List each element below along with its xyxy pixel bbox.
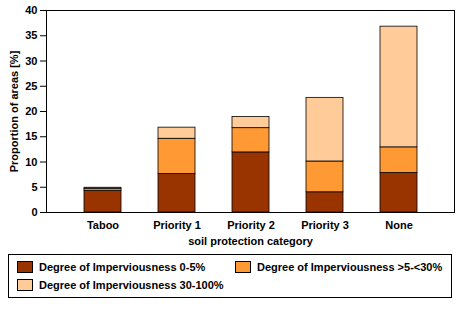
svg-text:35: 35 (25, 29, 37, 41)
svg-text:25: 25 (25, 80, 37, 92)
svg-text:Priority 3: Priority 3 (301, 219, 349, 231)
svg-text:15: 15 (25, 130, 37, 142)
svg-text:5: 5 (31, 181, 37, 193)
html-text:Degree of Imperviousness 30-10: Degree of Imperviousness 30-100% (39, 279, 224, 291)
html-text:Degree of Imperviousness 0-5%: Degree of Imperviousness 0-5% (39, 261, 206, 273)
svg-text:soil protection category: soil protection category (188, 235, 314, 247)
svg-text:None: None (385, 219, 413, 231)
svg-text:30: 30 (25, 55, 37, 67)
svg-text:20: 20 (25, 105, 37, 117)
svg-text:0: 0 (31, 206, 37, 218)
svg-text:40: 40 (25, 4, 37, 16)
svg-text:Priority 1: Priority 1 (153, 219, 201, 231)
svg-text:Taboo: Taboo (87, 219, 119, 231)
svg-text:Proportion of areas [%]: Proportion of areas [%] (8, 50, 20, 172)
svg-text:10: 10 (25, 156, 37, 168)
svg-text:Priority 2: Priority 2 (227, 219, 275, 231)
html-text:Degree of Imperviousness >5-<3: Degree of Imperviousness >5-<30% (257, 261, 443, 273)
